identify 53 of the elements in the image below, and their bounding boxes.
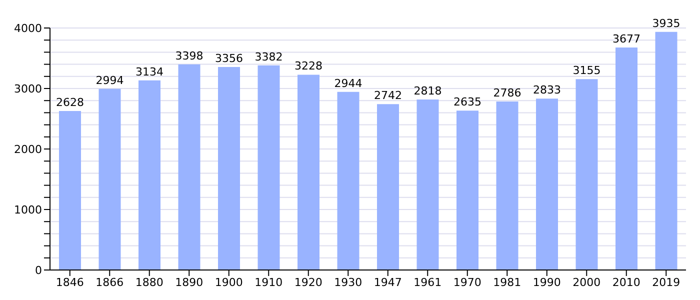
data-label: 3677 <box>612 32 640 46</box>
data-label: 2635 <box>454 96 482 109</box>
x-tick-label: 2019 <box>652 276 680 289</box>
bar <box>456 110 478 270</box>
bar <box>496 101 518 270</box>
x-tick-label: 1866 <box>96 276 124 289</box>
x-tick-label: 1981 <box>493 276 522 289</box>
bar <box>98 88 121 270</box>
bar <box>377 104 399 270</box>
x-tick-label: 1846 <box>56 276 84 289</box>
x-tick-label: 1900 <box>214 276 243 289</box>
bar <box>178 64 200 270</box>
bar <box>59 111 81 270</box>
bar <box>416 100 439 270</box>
x-tick-label: 1961 <box>414 276 442 289</box>
bar <box>616 48 638 270</box>
data-label: 3134 <box>136 65 164 78</box>
data-label: 2628 <box>56 96 84 110</box>
x-tick-label: 2000 <box>572 276 601 289</box>
x-tick-label: 1890 <box>175 276 204 289</box>
bar <box>138 80 160 270</box>
x-tick-label: 2010 <box>612 276 640 289</box>
data-label: 3228 <box>294 60 322 73</box>
data-label: 3356 <box>215 52 243 65</box>
y-tick-label: 0 <box>35 264 42 277</box>
bar <box>655 32 678 270</box>
x-tick-label: 1970 <box>453 276 482 289</box>
x-tick-label: 1990 <box>532 276 561 289</box>
data-label: 3398 <box>175 49 204 62</box>
x-tick-label: 1910 <box>254 276 283 289</box>
x-tick-label: 1930 <box>334 276 362 289</box>
y-tick-label: 4000 <box>14 22 42 35</box>
bar <box>218 66 240 270</box>
y-tick-label: 1000 <box>14 203 42 216</box>
x-tick-label: 1947 <box>374 276 402 289</box>
data-label: 3155 <box>572 64 601 78</box>
data-label: 2944 <box>334 76 362 90</box>
data-label: 3935 <box>652 16 680 30</box>
data-label: 2994 <box>96 74 124 87</box>
x-tick-label: 1880 <box>135 276 164 289</box>
x-tick-label: 1920 <box>294 276 322 289</box>
data-label: 3382 <box>254 50 283 64</box>
data-label: 2833 <box>533 84 561 97</box>
bar <box>298 74 320 270</box>
y-tick-label: 2000 <box>14 142 42 156</box>
bar <box>536 98 558 270</box>
bar <box>258 65 280 270</box>
bar <box>576 79 598 270</box>
data-label: 2786 <box>493 86 522 100</box>
bar <box>337 92 360 270</box>
data-label: 2742 <box>374 89 402 102</box>
y-tick-label: 3000 <box>14 82 42 96</box>
data-label: 2818 <box>414 84 442 98</box>
